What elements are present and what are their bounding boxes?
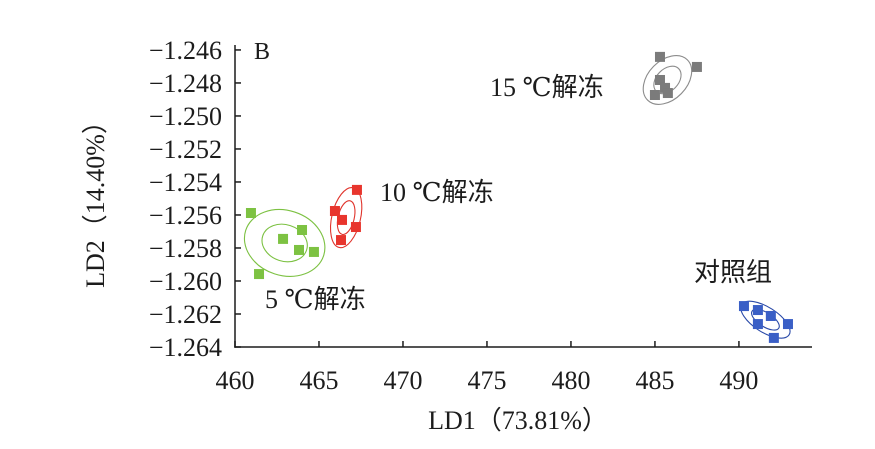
- x-tick-label: 470: [383, 366, 422, 395]
- data-point: [654, 74, 665, 85]
- data-points: [245, 51, 793, 343]
- data-point: [662, 88, 673, 99]
- x-axis-ticks: 460 465 470 475 480 485 490: [216, 341, 758, 395]
- y-tick-label: −1.252: [149, 135, 222, 164]
- y-axis-title: LD2（14.40%）: [81, 108, 110, 288]
- y-axis-ticks: −1.246 −1.248 −1.250 −1.252 −1.254 −1.256 −1.2…: [149, 36, 241, 362]
- data-point: [337, 214, 348, 225]
- data-point: [691, 61, 702, 72]
- data-point: [297, 224, 308, 235]
- group-labels: 对照组 5 ℃解冻 10 ℃解冻 15 ℃解冻: [265, 73, 772, 314]
- data-point: [660, 82, 671, 93]
- y-tick-label: −1.264: [149, 333, 222, 362]
- data-point: [278, 233, 289, 244]
- x-axis-title: LD1（73.81%）: [428, 406, 608, 435]
- data-point: [308, 246, 319, 257]
- y-tick-label: −1.256: [149, 201, 222, 230]
- data-point: [245, 207, 256, 218]
- group-label: 15 ℃解冻: [490, 73, 604, 102]
- data-point: [765, 310, 776, 321]
- confidence-ellipse-outer: [243, 209, 326, 277]
- x-tick-label: 485: [635, 366, 674, 395]
- group-label: 10 ℃解冻: [380, 178, 494, 207]
- y-tick-label: −1.248: [149, 69, 222, 98]
- data-point: [768, 332, 779, 343]
- y-tick-label: −1.260: [149, 267, 222, 296]
- data-point: [335, 235, 346, 246]
- x-tick-label: 475: [467, 366, 506, 395]
- panel-label: B: [254, 39, 270, 65]
- y-tick-label: −1.254: [149, 168, 222, 197]
- y-tick-label: −1.262: [149, 300, 222, 329]
- data-point: [654, 51, 665, 62]
- y-tick-label: −1.258: [149, 234, 222, 263]
- data-point: [738, 301, 749, 312]
- x-tick-label: 460: [216, 366, 255, 395]
- confidence-ellipse-inner: [261, 223, 308, 263]
- group-label: 对照组: [694, 258, 772, 287]
- data-point: [752, 305, 763, 316]
- data-point: [752, 319, 763, 330]
- data-point: [351, 184, 362, 195]
- x-tick-label: 490: [719, 366, 758, 395]
- data-point: [649, 90, 660, 101]
- y-tick-label: −1.250: [149, 102, 222, 131]
- data-point: [293, 244, 304, 255]
- data-point: [329, 206, 340, 217]
- x-tick-label: 465: [299, 366, 338, 395]
- group-label: 5 ℃解冻: [265, 285, 366, 314]
- y-tick-label: −1.246: [149, 36, 222, 65]
- data-point: [782, 319, 793, 330]
- data-point: [254, 269, 265, 280]
- x-tick-label: 480: [551, 366, 590, 395]
- data-point: [350, 222, 361, 233]
- confidence-ellipse-outer: [642, 55, 693, 105]
